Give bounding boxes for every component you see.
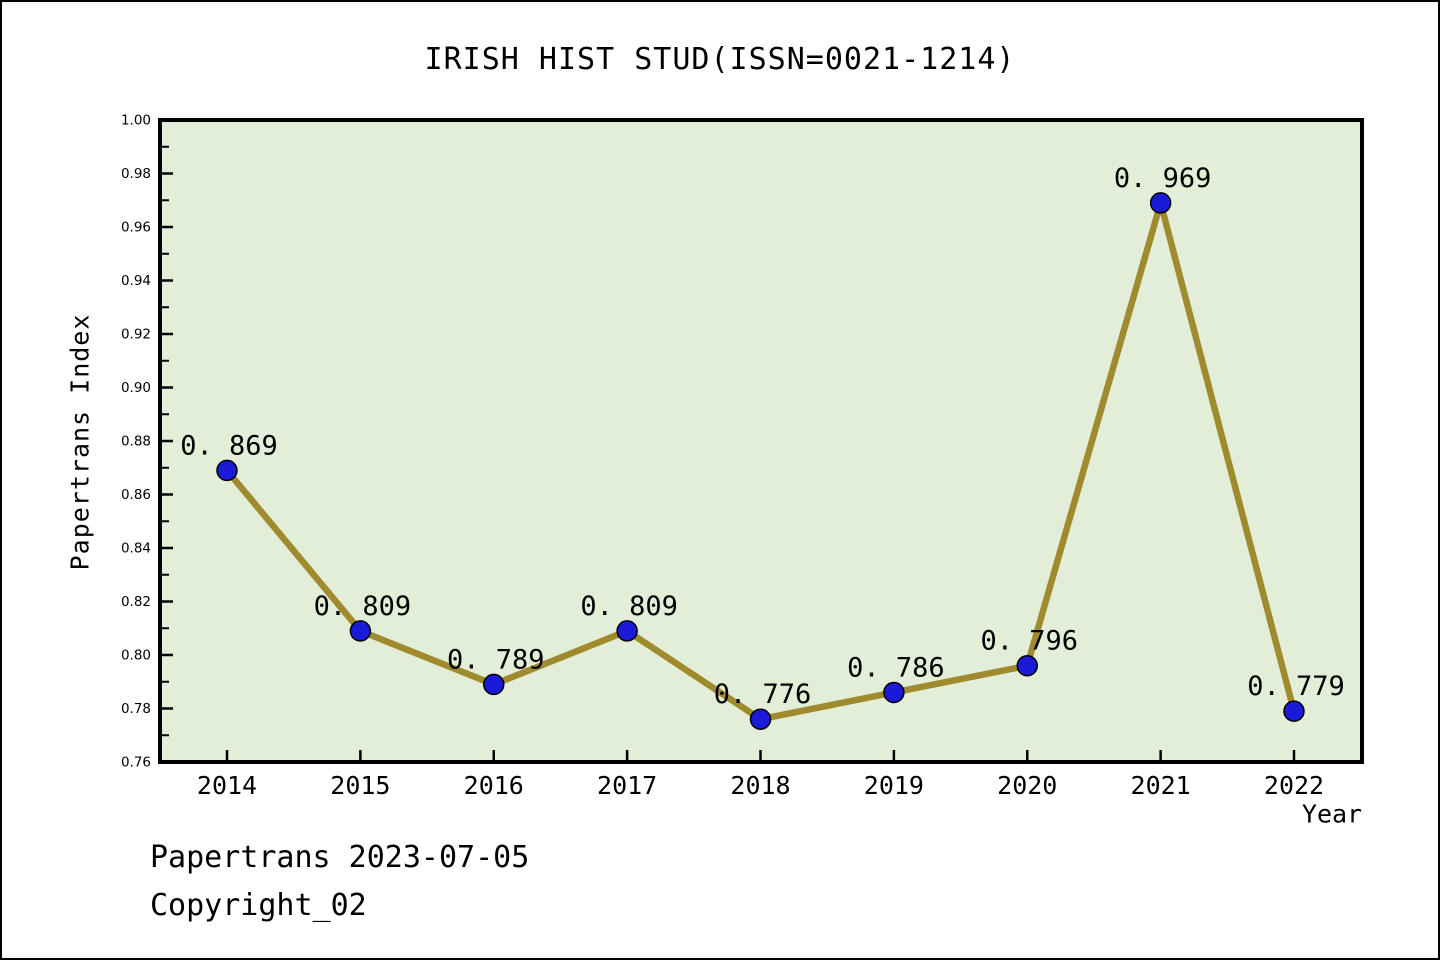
- svg-text:2022: 2022: [1264, 771, 1324, 800]
- svg-text:0.78: 0.78: [121, 701, 151, 717]
- svg-text:2021: 2021: [1131, 771, 1191, 800]
- svg-text:2016: 2016: [464, 771, 524, 800]
- svg-text:1.00: 1.00: [121, 113, 151, 129]
- svg-text:0.98: 0.98: [121, 166, 151, 182]
- svg-text:0.88: 0.88: [121, 434, 151, 450]
- svg-text:2018: 2018: [730, 771, 790, 800]
- svg-text:0. 809: 0. 809: [580, 591, 678, 622]
- svg-text:0. 809: 0. 809: [314, 591, 412, 622]
- svg-text:0.92: 0.92: [121, 327, 151, 343]
- svg-text:0. 776: 0. 776: [714, 679, 812, 710]
- y-axis-label: Papertrans Index: [65, 313, 95, 571]
- svg-text:0.84: 0.84: [121, 541, 151, 557]
- svg-text:0.94: 0.94: [121, 273, 151, 289]
- svg-text:2019: 2019: [864, 771, 924, 800]
- svg-text:2017: 2017: [597, 771, 657, 800]
- svg-text:0.76: 0.76: [121, 755, 151, 771]
- svg-text:0.86: 0.86: [121, 487, 151, 503]
- svg-text:0.96: 0.96: [121, 220, 151, 236]
- svg-text:0. 969: 0. 969: [1114, 163, 1212, 194]
- svg-text:0.82: 0.82: [121, 594, 151, 610]
- x-axis-label: Year: [1301, 799, 1363, 829]
- svg-text:0. 779: 0. 779: [1247, 671, 1345, 702]
- svg-text:0.90: 0.90: [121, 380, 151, 396]
- svg-text:0. 796: 0. 796: [980, 626, 1078, 657]
- chart-title: IRISH HIST STUD(ISSN=0021-1214): [424, 42, 1016, 77]
- svg-text:2015: 2015: [330, 771, 390, 800]
- svg-text:2014: 2014: [197, 771, 257, 800]
- svg-text:0. 869: 0. 869: [180, 430, 278, 461]
- footer-source-date: Papertrans 2023-07-05: [150, 840, 530, 875]
- svg-text:0. 786: 0. 786: [847, 652, 945, 683]
- footer-copyright: Copyright_02: [150, 888, 367, 923]
- svg-text:0. 789: 0. 789: [447, 644, 545, 675]
- svg-text:2020: 2020: [997, 771, 1057, 800]
- svg-text:0.80: 0.80: [121, 648, 151, 664]
